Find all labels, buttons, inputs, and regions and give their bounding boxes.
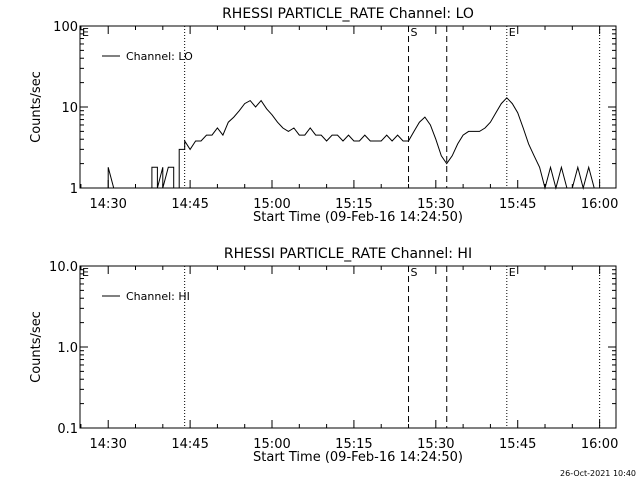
x-tick-label: 14:30 (89, 437, 126, 452)
x-tick-label: 15:15 (335, 197, 372, 212)
x-tick-label: 16:00 (581, 437, 618, 452)
y-tick-label: 100 (53, 20, 78, 35)
y-tick-label: 1.0 (57, 341, 78, 356)
x-tick-label: 15:45 (499, 197, 536, 212)
marker-e: E (509, 26, 516, 39)
x-axis-label: Start Time (09-Feb-16 14:24:50) (253, 210, 463, 225)
y-axis-label: Counts/sec (29, 311, 44, 383)
x-tick-label: 15:30 (417, 197, 454, 212)
legend-label: Channel: LO (126, 50, 193, 63)
legend-label: Channel: HI (126, 290, 190, 303)
x-tick-label: 15:45 (499, 437, 536, 452)
chart-hi: RHESSI PARTICLE_RATE Channel: HI 0.1 1.0 10… (29, 246, 618, 465)
chart-title: RHESSI PARTICLE_RATE Channel: LO (222, 6, 474, 22)
y-tick-label: 10.0 (49, 260, 78, 275)
marker-s: S (411, 26, 418, 39)
x-tick-label: 15:00 (253, 197, 290, 212)
x-tick-label: 15:00 (253, 437, 290, 452)
x-tick-label: 14:45 (171, 197, 208, 212)
x-tick-label: 16:00 (581, 197, 618, 212)
marker-e-left: E (82, 26, 89, 39)
y-tick-label: 10 (61, 101, 78, 116)
x-tick-label: 14:30 (89, 197, 126, 212)
timestamp: 26-Oct-2021 10:40 (560, 469, 636, 478)
marker-s: S (411, 266, 418, 279)
x-tick-label: 15:30 (417, 437, 454, 452)
x-tick-label: 14:45 (171, 437, 208, 452)
y-tick-label: 1 (70, 182, 78, 197)
x-tick-label: 15:15 (335, 437, 372, 452)
marker-e: E (509, 266, 516, 279)
x-axis-label: Start Time (09-Feb-16 14:24:50) (253, 450, 463, 465)
chart-title: RHESSI PARTICLE_RATE Channel: HI (224, 246, 472, 262)
y-tick-label: 0.1 (57, 422, 78, 437)
series-line-0 (107, 97, 595, 190)
y-axis-label: Counts/sec (29, 71, 44, 143)
marker-e-left: E (82, 266, 89, 279)
chart-lo: RHESSI PARTICLE_RATE Channel: LO 1 10 100 14… (29, 6, 618, 225)
